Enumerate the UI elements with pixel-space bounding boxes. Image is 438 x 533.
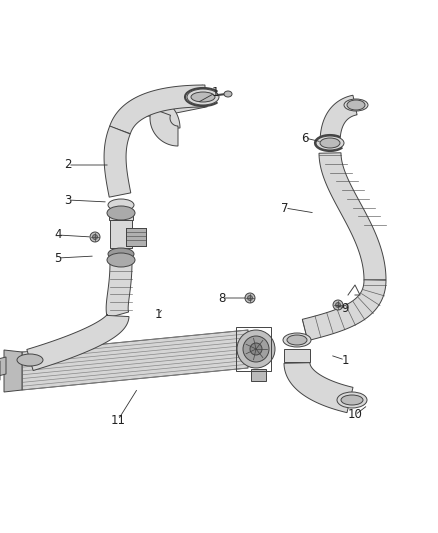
Polygon shape (319, 153, 386, 280)
Text: 1: 1 (211, 86, 219, 100)
Polygon shape (150, 108, 178, 146)
Ellipse shape (337, 392, 367, 408)
Circle shape (243, 336, 269, 362)
FancyBboxPatch shape (126, 228, 146, 246)
Ellipse shape (283, 333, 311, 347)
Text: 3: 3 (64, 193, 72, 206)
Ellipse shape (107, 206, 135, 220)
Text: 1: 1 (341, 353, 349, 367)
Polygon shape (302, 280, 386, 341)
Text: 5: 5 (54, 252, 62, 264)
Polygon shape (109, 213, 133, 220)
Text: 4: 4 (54, 229, 62, 241)
Text: 1: 1 (154, 309, 162, 321)
Circle shape (333, 300, 343, 310)
Polygon shape (110, 85, 205, 134)
Circle shape (237, 330, 275, 368)
Text: 7: 7 (281, 201, 289, 214)
Circle shape (247, 295, 252, 301)
Ellipse shape (191, 92, 215, 102)
Polygon shape (104, 126, 131, 197)
Ellipse shape (108, 248, 134, 260)
Polygon shape (106, 262, 132, 318)
Circle shape (90, 232, 100, 242)
Polygon shape (110, 220, 132, 248)
Polygon shape (22, 330, 248, 390)
Ellipse shape (224, 91, 232, 97)
Text: 10: 10 (348, 408, 362, 422)
Polygon shape (27, 314, 129, 370)
Ellipse shape (187, 89, 219, 105)
Text: 9: 9 (341, 302, 349, 314)
Polygon shape (163, 85, 207, 115)
Text: 2: 2 (64, 158, 72, 172)
Ellipse shape (347, 100, 365, 110)
Polygon shape (284, 349, 310, 362)
Text: 8: 8 (218, 292, 226, 304)
Circle shape (336, 303, 340, 308)
Ellipse shape (107, 253, 135, 267)
Circle shape (250, 343, 262, 355)
Text: 11: 11 (110, 414, 126, 426)
Polygon shape (284, 362, 353, 413)
Text: 6: 6 (301, 132, 309, 144)
Polygon shape (251, 369, 266, 381)
Ellipse shape (341, 395, 363, 405)
Ellipse shape (320, 138, 340, 148)
Polygon shape (127, 96, 180, 128)
Ellipse shape (287, 335, 307, 345)
Polygon shape (4, 350, 22, 392)
Circle shape (92, 235, 98, 239)
Polygon shape (0, 357, 6, 377)
Ellipse shape (108, 199, 134, 211)
Ellipse shape (344, 99, 368, 111)
Ellipse shape (17, 354, 43, 366)
Polygon shape (320, 95, 357, 143)
Circle shape (245, 293, 255, 303)
Ellipse shape (316, 136, 344, 150)
